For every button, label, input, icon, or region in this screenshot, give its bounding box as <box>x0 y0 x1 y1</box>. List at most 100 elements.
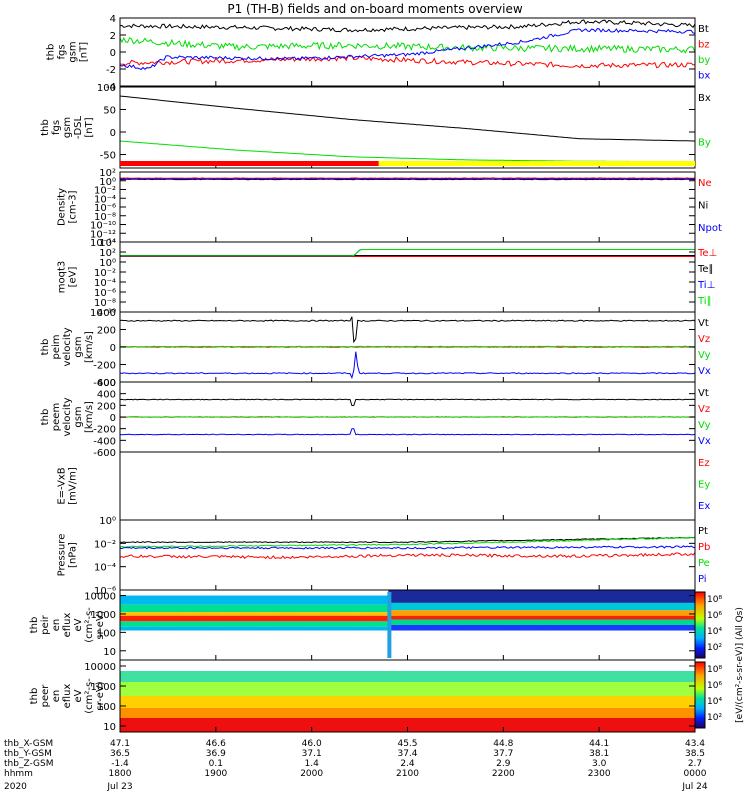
spectrogram-cell <box>637 625 648 631</box>
spectrogram-cell <box>627 718 638 732</box>
spectrogram-cell <box>378 604 389 613</box>
spectrogram-cell <box>417 682 428 696</box>
spectrogram-cell <box>359 612 370 616</box>
legend-Ez: Ez <box>698 458 710 469</box>
spectrogram-cell <box>167 621 178 627</box>
spectrogram-cell <box>551 696 562 708</box>
spectrogram-cell <box>397 590 408 603</box>
spectrogram-cell <box>455 625 466 631</box>
spectrogram-cell <box>187 671 198 682</box>
spectrogram-cell <box>120 615 131 622</box>
spectrogram-cell <box>120 595 131 605</box>
spectrogram-cell <box>215 621 226 627</box>
panel-0 <box>119 17 696 87</box>
spectrogram-cell <box>522 718 533 732</box>
spectrogram-cell <box>608 602 619 611</box>
spectrogram-cell <box>167 626 178 631</box>
spectrogram-cell <box>532 671 543 682</box>
spectrogram-cell <box>532 615 543 620</box>
spectrogram-cell <box>465 718 476 732</box>
spectrogram-cell <box>647 625 658 631</box>
spectrogram-cell <box>158 708 169 718</box>
time-axis-value: 47.1 <box>110 739 130 749</box>
y-tick-label: 10⁻⁴ <box>94 194 116 205</box>
time-axis-value: 2000 <box>300 769 323 779</box>
spectrogram-cell <box>388 619 399 625</box>
spectrogram-cell <box>167 595 178 605</box>
spectrogram-cell <box>129 682 140 696</box>
spectrogram-cell <box>618 682 629 696</box>
y-axis-label: peir <box>40 614 51 634</box>
y-tick-label: 200 <box>97 401 116 412</box>
spectrogram-cell <box>436 671 447 682</box>
spectrogram-cell <box>512 619 523 625</box>
panel-frame <box>119 519 696 591</box>
spectrogram-cell <box>532 682 543 696</box>
spectrogram-cell <box>235 595 246 605</box>
spectrogram-cell <box>340 595 351 605</box>
spectrogram-cell <box>340 708 351 718</box>
spectrogram-cell <box>570 696 581 708</box>
spectrogram-cell <box>206 682 217 696</box>
spectrogram-cell <box>666 671 677 682</box>
spectrogram-cell <box>330 595 341 605</box>
y-axis-label: peer <box>40 684 51 708</box>
spectrogram-cell <box>139 626 150 631</box>
spectrogram-cell <box>369 671 380 682</box>
y-axis-label: [nT] <box>79 42 90 62</box>
spectrogram-cell <box>503 615 514 620</box>
spectrogram-cell <box>675 718 686 732</box>
spectrogram-cell <box>321 595 332 605</box>
spectrogram-cell <box>570 610 581 616</box>
spectrogram-cell <box>206 612 217 616</box>
spectrogram-cell <box>426 619 437 625</box>
spectrogram-cell <box>522 696 533 708</box>
spectrogram-cell <box>551 615 562 620</box>
colorbar-tick: 10⁶ <box>707 611 722 621</box>
legend-Vz: Vz <box>698 334 710 345</box>
spectrogram-cell <box>580 696 591 708</box>
spectrogram-cell <box>589 708 600 718</box>
panel-frame <box>119 86 696 169</box>
spectrogram-cell <box>282 682 293 696</box>
time-axis-value: 37.7 <box>493 749 513 759</box>
spectrogram-cell <box>656 625 667 631</box>
time-axis-value: 36.5 <box>110 749 130 759</box>
spectrogram-cell <box>139 604 150 613</box>
y-tick-label: -4 <box>106 82 116 93</box>
spectrogram-cell <box>235 621 246 627</box>
spectrogram-cell <box>369 612 380 616</box>
spectrogram-cell <box>167 615 178 622</box>
spectrogram-cell <box>417 619 428 625</box>
spectrogram-cell <box>637 610 648 616</box>
spectrogram-cell <box>340 612 351 616</box>
spectrogram-cell <box>139 696 150 708</box>
y-tick-label: 1000 <box>91 610 116 621</box>
spectrogram-cell <box>618 671 629 682</box>
spectrogram-cell <box>436 708 447 718</box>
spectrogram-cell <box>541 619 552 625</box>
spectrogram-cell <box>503 590 514 603</box>
spectrogram-cell <box>503 671 514 682</box>
spectrogram-cell <box>350 615 361 622</box>
spectrogram-cell <box>637 615 648 620</box>
spectrogram-cell <box>148 621 159 627</box>
spectrogram-cell <box>254 696 265 708</box>
spectrogram-cell <box>282 718 293 732</box>
spectrogram-cell <box>196 604 207 613</box>
spectrogram-cell <box>647 708 658 718</box>
legend-By: By <box>698 138 711 149</box>
spectrogram-cell <box>512 682 523 696</box>
spectrogram-cell <box>282 626 293 631</box>
spectrogram-cell <box>292 682 303 696</box>
spectrogram-cell <box>503 619 514 625</box>
spectrogram-cell <box>666 682 677 696</box>
spectrogram-cell <box>493 696 504 708</box>
spectrogram-cell <box>522 671 533 682</box>
y-tick-label: -600 <box>93 448 116 459</box>
y-tick-label: 10⁻² <box>94 268 116 279</box>
spectrogram-cell <box>445 619 456 625</box>
spectrogram-cell <box>330 626 341 631</box>
y-tick-label: 10⁻⁴ <box>94 563 116 574</box>
spectrogram-cell <box>254 718 265 732</box>
